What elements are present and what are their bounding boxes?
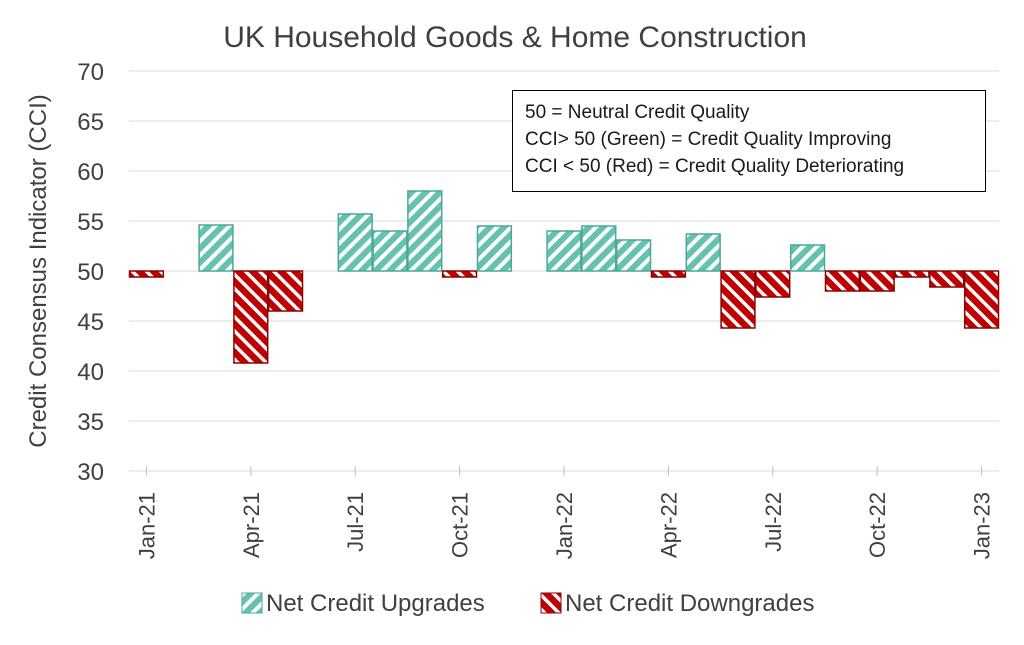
bar-Mar-22	[615, 239, 652, 272]
y-tick-label-70: 70	[77, 59, 104, 86]
annotation-line-neutral: 50 = Neutral Credit Quality	[525, 102, 750, 123]
chart-title: UK Household Goods & Home Construction	[223, 21, 807, 54]
bars	[128, 190, 1000, 364]
x-tick-label-Oct-22: Oct-22	[865, 492, 890, 558]
bar-May-22	[685, 233, 721, 272]
x-tick-label-Oct-21: Oct-21	[448, 492, 473, 558]
bar-Aug-21	[372, 230, 408, 272]
x-tick-label-Jan-22: Jan-22	[552, 492, 577, 559]
x-tick-label-Jul-21: Jul-21	[343, 492, 368, 552]
legend: Net Credit Upgrades Net Credit Downgrades	[241, 590, 814, 617]
bar-Jun-22	[720, 270, 756, 329]
y-tick-label-65: 65	[77, 109, 104, 136]
bar-Jul-21	[337, 213, 373, 272]
x-tick-label-Jul-22: Jul-22	[761, 492, 786, 552]
x-tick-label-Apr-21: Apr-21	[239, 492, 264, 558]
y-tick-label-50: 50	[77, 259, 104, 286]
y-tick-label-35: 35	[77, 409, 104, 436]
annotation-line-improving: CCI> 50 (Green) = Credit Quality Improvi…	[525, 129, 892, 150]
bar-Jan-23	[963, 270, 1000, 329]
bar-Feb-22	[581, 225, 617, 272]
x-tick-label-Apr-22: Apr-22	[656, 492, 681, 558]
axes: Jan-21 Apr-21 Jul-21 Oct-21 Jan-22 Apr-22 Jul-…	[134, 466, 995, 559]
bar-Nov-21	[476, 225, 513, 272]
annotation-box: 50 = Neutral Credit Quality CCI> 50 (Gre…	[512, 90, 986, 192]
bar-Jul-22	[755, 270, 791, 298]
legend-label-down: Net Credit Downgrades	[565, 590, 814, 617]
bar-Jan-22	[546, 230, 582, 272]
bar-Sep-22	[824, 270, 861, 292]
annotation-line-deteriorating: CCI < 50 (Red) = Credit Quality Deterior…	[525, 156, 905, 177]
x-tick-label-Jan-23: Jan-23	[970, 492, 995, 559]
bar-Apr-21	[233, 270, 269, 364]
bar-May-21	[267, 270, 304, 312]
y-tick-label-55: 55	[77, 209, 104, 236]
y-tick-label-30: 30	[77, 459, 104, 486]
x-tick-label-Jan-21: Jan-21	[134, 492, 159, 559]
y-axis-title: Credit Consensus Indicator (CCI)	[25, 94, 52, 447]
bar-Sep-21	[407, 190, 443, 272]
bar-Aug-22	[789, 244, 826, 272]
bar-Nov-22	[894, 270, 930, 278]
legend-swatch-up	[241, 592, 263, 614]
bar-Dec-22	[929, 270, 965, 288]
bar-Apr-22	[650, 270, 687, 278]
y-tick-label-60: 60	[77, 159, 104, 186]
bar-Oct-21	[441, 270, 478, 278]
legend-swatch-down	[540, 592, 562, 614]
bar-Mar-21	[198, 224, 234, 272]
legend-label-up: Net Credit Upgrades	[266, 590, 485, 617]
y-tick-label-45: 45	[77, 309, 104, 336]
bar-Oct-22	[859, 270, 895, 292]
y-tick-label-40: 40	[77, 359, 104, 386]
bar-Jan-21	[128, 270, 165, 278]
